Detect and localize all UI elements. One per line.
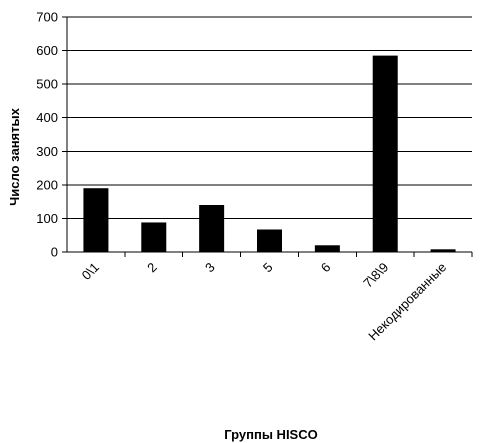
bar [83, 188, 109, 252]
x-tick-label: 7\8\9 [360, 260, 391, 291]
bar [199, 205, 225, 252]
x-tick-label: 5 [260, 260, 276, 276]
y-tick-label: 500 [36, 77, 58, 92]
gridlines [67, 16, 472, 219]
y-tick-label: 700 [36, 10, 58, 25]
x-tick-label: 2 [144, 260, 160, 276]
y-tick-labels: 0 100 200 300 400 500 600 700 [36, 10, 58, 260]
x-tick-label: 6 [318, 260, 334, 276]
y-tick-label: 300 [36, 144, 58, 159]
bars [83, 55, 456, 252]
bar [141, 222, 167, 252]
y-tick-label: 600 [36, 43, 58, 58]
y-tick-label: 100 [36, 211, 58, 226]
x-tick-label: 3 [202, 260, 218, 276]
y-tick-label: 400 [36, 110, 58, 125]
y-axis-title: Число занятых [7, 107, 22, 205]
axes [62, 16, 473, 257]
bar [430, 249, 456, 252]
bar [314, 245, 340, 252]
x-tick-label: 0\1 [79, 260, 102, 283]
y-tick-label: 0 [51, 245, 58, 260]
bar [257, 229, 282, 252]
x-axis-title: Группы HISCO [224, 427, 317, 442]
bar [372, 55, 398, 252]
y-tick-label: 200 [36, 177, 58, 192]
